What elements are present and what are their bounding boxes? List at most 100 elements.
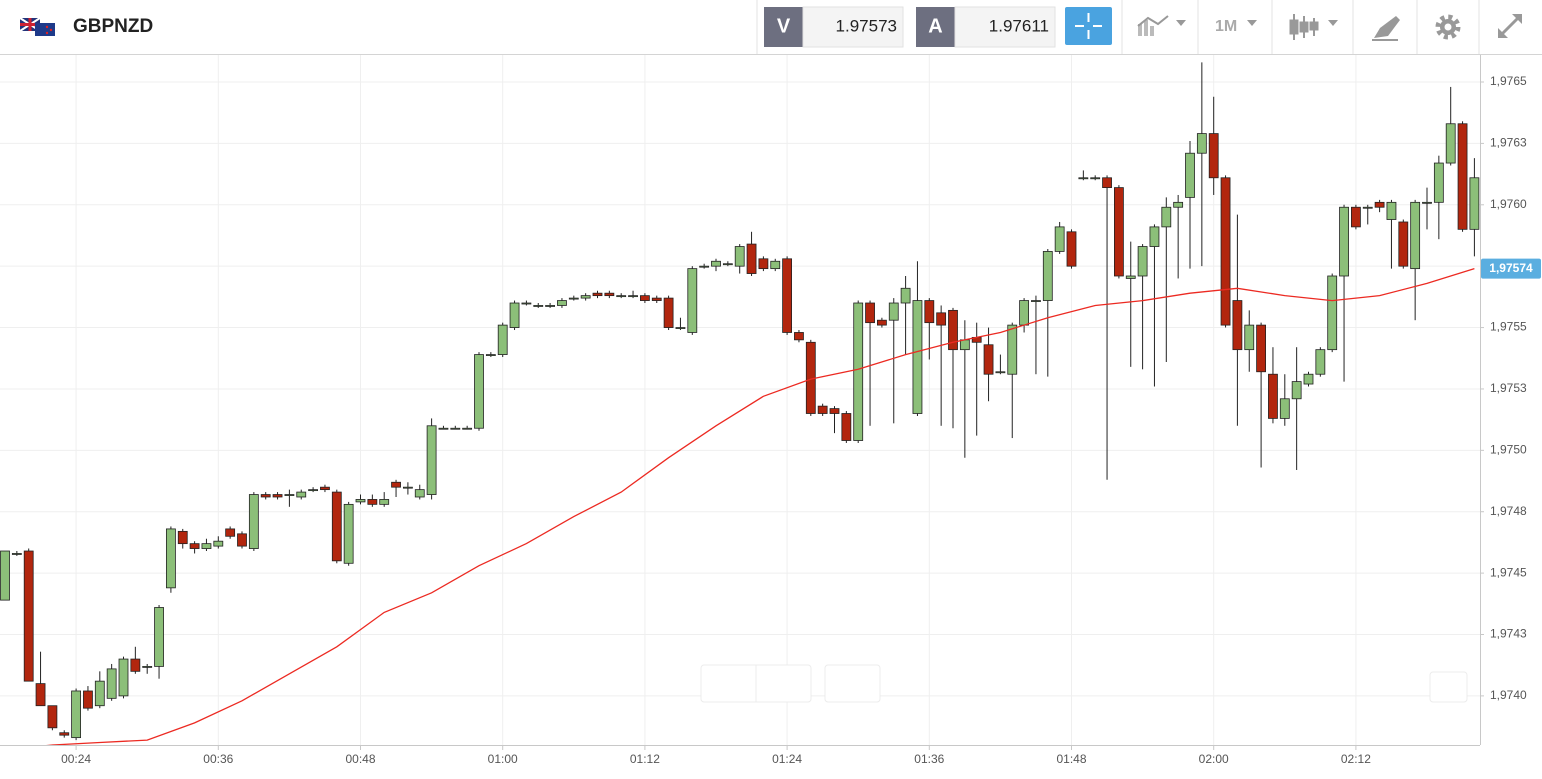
candle-body <box>1374 201 1385 208</box>
candle-body <box>154 607 164 667</box>
last-price-tag <box>1481 258 1541 279</box>
candle-body <box>94 680 105 707</box>
candle-body <box>355 499 366 503</box>
settings-button[interactable] <box>1435 14 1461 40</box>
y-tick-label: 1,9765 <box>1490 74 1527 88</box>
candle-body <box>509 302 520 328</box>
candle-body <box>865 302 875 324</box>
candle-body <box>651 297 662 301</box>
candle-body <box>1362 206 1373 209</box>
candle-body <box>1279 398 1290 419</box>
candle-body <box>213 540 224 547</box>
y-tick-label: 1,9748 <box>1490 504 1527 518</box>
flag-icon <box>19 17 55 36</box>
candle-body <box>699 265 710 268</box>
ask-box[interactable] <box>954 6 1056 48</box>
bid-badge[interactable] <box>764 7 803 47</box>
candle-body <box>402 486 413 489</box>
candle-body <box>1433 162 1444 203</box>
candle-body <box>343 503 354 564</box>
ask-price: 1.97611 <box>989 16 1049 35</box>
candle-body <box>782 258 792 333</box>
fullscreen-button[interactable] <box>1498 14 1522 38</box>
bid-box[interactable] <box>802 6 904 48</box>
candle-body <box>663 297 674 328</box>
candle-body <box>628 295 638 298</box>
candle-body <box>284 494 295 496</box>
candle-body <box>568 297 579 300</box>
y-tick-label: 1,9763 <box>1490 136 1527 150</box>
candle-body <box>1019 300 1029 326</box>
candle-body <box>1114 187 1124 277</box>
symbol: GBPNZD <box>73 16 153 37</box>
y-tick-label: 1,9760 <box>1490 197 1527 211</box>
candle-body <box>1469 177 1480 230</box>
candle-body <box>1232 300 1243 351</box>
candle-body <box>687 268 698 333</box>
bid-price: 1.97573 <box>836 16 897 35</box>
candle-body <box>794 332 804 341</box>
last-price-label: 1,97574 <box>1489 261 1533 275</box>
candle-body <box>841 413 852 441</box>
reset-button[interactable] <box>824 664 881 703</box>
candle-body <box>1351 206 1361 228</box>
candle-body <box>1185 152 1195 198</box>
candle-body <box>1196 133 1207 154</box>
candle-body <box>1090 177 1101 180</box>
candle-body <box>877 319 887 326</box>
candle-body <box>1268 373 1278 419</box>
candle-body <box>1410 201 1421 270</box>
candle-body <box>1244 324 1255 351</box>
x-tick-label: 00:36 <box>203 752 233 766</box>
draw-button[interactable] <box>1372 16 1400 41</box>
ask-badge[interactable] <box>916 7 955 47</box>
candle-body <box>0 550 10 601</box>
candle-body <box>1445 123 1456 164</box>
candle-body <box>142 666 153 668</box>
y-tick-label: 1,9743 <box>1490 627 1527 641</box>
candle-body <box>853 302 864 441</box>
candle-body <box>391 481 401 488</box>
candle-body <box>237 533 247 547</box>
candle-body <box>983 344 994 375</box>
x-tick-label: 01:48 <box>1056 752 1086 766</box>
candle-body <box>1422 201 1432 204</box>
period-caret <box>1247 20 1257 26</box>
candle-body <box>580 295 591 299</box>
candle-body <box>521 302 532 305</box>
y-tick-label: 1,9750 <box>1490 443 1527 457</box>
candle-body <box>201 543 212 549</box>
candle-body <box>474 354 484 429</box>
candle-body <box>533 305 544 307</box>
x-tick-label: 02:00 <box>1199 752 1229 766</box>
candle-body <box>379 499 390 505</box>
candle-body <box>272 494 283 498</box>
candle-body <box>1149 226 1160 247</box>
candle-body <box>1161 206 1172 228</box>
moving-average <box>46 267 1475 745</box>
candle-body <box>485 354 496 356</box>
candle-body <box>450 427 461 430</box>
candle-type-button[interactable] <box>1289 14 1338 40</box>
scroll-button[interactable] <box>1429 671 1468 703</box>
candle-body <box>1066 231 1077 267</box>
candle-body <box>367 499 378 505</box>
chart-type-button[interactable] <box>1137 15 1186 36</box>
candle-body <box>1256 324 1266 373</box>
crosshair-button[interactable] <box>1065 7 1112 45</box>
candle-body <box>426 425 437 495</box>
x-tick-label: 01:24 <box>772 752 802 766</box>
candle-body <box>106 668 117 699</box>
candle-body <box>722 263 733 266</box>
candle-body <box>1208 133 1219 179</box>
candle-body <box>189 543 200 549</box>
candle-body <box>604 292 615 297</box>
y-tick-label: 1,9753 <box>1490 381 1527 395</box>
period-button[interactable]: 1M <box>1215 18 1237 35</box>
candle-body <box>557 300 567 306</box>
y-tick-label: 1,9755 <box>1490 320 1527 334</box>
candle-body <box>924 300 935 324</box>
crosshair-icon <box>1075 13 1102 39</box>
candle-body <box>308 489 319 492</box>
